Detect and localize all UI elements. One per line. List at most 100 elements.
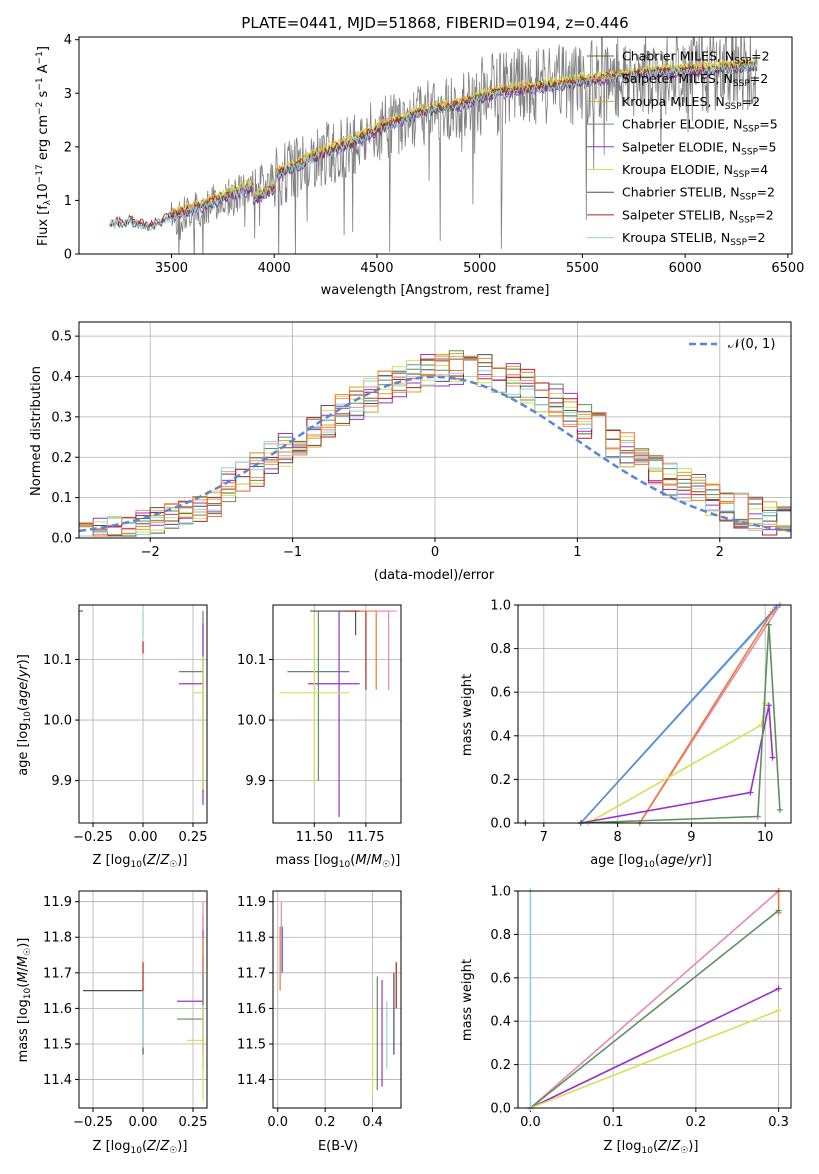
y-tick-label: 11.7 — [43, 966, 72, 981]
y-tick-label: 11.8 — [43, 931, 72, 946]
y-tick-label: 3 — [64, 87, 72, 102]
y-tick-label: 10.0 — [237, 714, 266, 729]
mass-weight-line — [580, 606, 777, 824]
y-tick-label: 11.6 — [43, 1002, 72, 1017]
y-tick-label: 1.0 — [490, 885, 511, 900]
x-tick-label: 4500 — [360, 261, 393, 276]
y-tick-label: 10.1 — [43, 653, 72, 668]
y-axis-label: Flux [fλ10−17 erg cm−2 s−1 A−1] — [35, 46, 53, 246]
x-tick-label: 0.00 — [129, 830, 158, 845]
x-tick-label: 7 — [540, 830, 548, 845]
y-tick-label: 0.0 — [490, 817, 511, 832]
y-axis-label: mass weight — [460, 959, 475, 1041]
y-tick-label: 0.4 — [490, 1015, 511, 1030]
x-tick-label: 0.25 — [179, 830, 208, 845]
model-spectrum-line — [109, 61, 758, 232]
x-axis-label: wavelength [Angstrom, rest frame] — [321, 283, 550, 298]
y-tick-label: 11.9 — [237, 895, 266, 910]
plot-frame — [78, 604, 208, 824]
mass-weight-line — [639, 611, 774, 824]
plot-frame — [272, 604, 402, 824]
y-tick-label: 0.2 — [51, 451, 72, 466]
y-tick-label: 0.8 — [490, 928, 511, 943]
x-tick-label: 6000 — [669, 261, 702, 276]
y-tick-label: 0.2 — [490, 1058, 511, 1073]
y-tick-label: 0.0 — [51, 532, 72, 547]
mass-weight-line — [530, 987, 779, 1109]
residual-histogram-panel: −2 −1 0 1 2 0.0 0.1 0.2 0.3 0.4 0.5 (data-model)/e… — [29, 321, 792, 583]
plot-frame — [78, 36, 793, 255]
x-tick-label: 0.2 — [315, 1115, 336, 1130]
legend: Chabrier MILES, NSSP=2 Salpeter MILES, NS… — [587, 49, 778, 248]
age-vs-metallicity-panel: −0.25 0.00 0.25 9.9 10.0 10.1 Z [log10(Z/Z☉)]… — [16, 604, 208, 870]
legend-label: Chabrier ELODIE, NSSP=5 — [622, 117, 778, 135]
x-axis-label: E(B-V) — [318, 1139, 358, 1154]
legend-label: Chabrier MILES, NSSP=2 — [622, 49, 770, 67]
y-tick-label: 0.4 — [51, 370, 72, 385]
y-tick-label: 1 — [64, 194, 72, 209]
plot-frame — [517, 604, 792, 824]
y-tick-label: 0.6 — [490, 971, 511, 986]
y-tick-label: 1.0 — [490, 599, 511, 614]
x-tick-label: 0.25 — [179, 1115, 208, 1130]
x-tick-label: 0.1 — [603, 1115, 624, 1130]
y-tick-label: 0.6 — [490, 686, 511, 701]
x-tick-label: 11.75 — [347, 830, 384, 845]
y-axis-label: mass weight — [460, 674, 475, 756]
x-axis-label: Z [log10(Z/Z☉)] — [93, 1139, 188, 1156]
mass-weight-line — [530, 1009, 779, 1109]
observed-spectrum — [109, 37, 758, 254]
x-tick-label: 4000 — [258, 261, 291, 276]
mass-weight-line — [529, 890, 780, 1109]
legend-label-gaussian: 𝒩(0, 1) — [728, 337, 775, 352]
y-tick-label: 11.4 — [237, 1073, 266, 1088]
x-tick-label: 5500 — [566, 261, 599, 276]
x-axis-label: age [log10(age/yr)] — [590, 853, 712, 870]
age-vs-mass-panel: 11.50 11.75 9.9 10.0 10.1 mass [log10(M/M☉)] — [237, 604, 402, 870]
y-tick-label: 11.7 — [237, 966, 266, 981]
x-tick-label: 3500 — [155, 261, 188, 276]
y-axis-label: age [log10(age/yr)] — [16, 654, 33, 776]
x-tick-label: −2 — [141, 545, 160, 560]
y-tick-label: 0.0 — [490, 1102, 511, 1117]
mass-weight-line — [580, 705, 774, 824]
y-tick-label: 11.5 — [43, 1037, 72, 1052]
x-tick-label: 0.0 — [520, 1115, 541, 1130]
legend: 𝒩(0, 1) — [689, 337, 775, 352]
x-axis-label: mass [log10(M/M☉)] — [276, 853, 401, 870]
y-tick-label: 2 — [64, 140, 72, 155]
legend-label: Kroupa STELIB, NSSP=2 — [622, 230, 766, 248]
legend-label: Salpeter ELODIE, NSSP=5 — [622, 139, 776, 157]
x-tick-label: 9 — [687, 830, 695, 845]
x-tick-label: 8 — [613, 830, 621, 845]
mass-weight-line — [529, 909, 780, 1109]
y-tick-label: 0 — [64, 248, 72, 263]
x-tick-label: 1 — [573, 545, 581, 560]
y-tick-label: 0.8 — [490, 642, 511, 657]
spectrum-panel: PLATE=0441, MJD=51868, FIBERID=0194, z=0… — [35, 14, 804, 298]
y-tick-label: 11.5 — [237, 1037, 266, 1052]
legend-label: Chabrier STELIB, NSSP=2 — [622, 185, 775, 203]
x-axis-label: Z [log10(Z/Z☉)] — [93, 853, 188, 870]
plot-frame — [272, 890, 402, 1109]
y-tick-label: 11.6 — [237, 1002, 266, 1017]
x-tick-label: 5000 — [463, 261, 496, 276]
plot-frame — [78, 321, 792, 539]
y-axis-label: Normed distribution — [29, 366, 44, 496]
legend-label: Kroupa ELODIE, NSSP=4 — [622, 162, 768, 180]
y-tick-label: 9.9 — [245, 774, 266, 789]
mass-weight-line — [580, 624, 781, 824]
histogram-step — [79, 355, 791, 538]
y-tick-label: 9.9 — [51, 774, 72, 789]
x-tick-label: −0.25 — [73, 830, 113, 845]
legend-label: Kroupa MILES, NSSP=2 — [622, 94, 760, 112]
x-tick-label: 11.50 — [296, 830, 333, 845]
y-tick-label: 11.9 — [43, 895, 72, 910]
mass-weight-vs-age-panel: 7 8 9 10 0.0 0.2 0.4 0.6 0.8 1.0 age [log10(age/y… — [460, 599, 792, 870]
x-tick-label: 2 — [716, 545, 724, 560]
y-tick-label: 11.8 — [237, 931, 266, 946]
y-tick-label: 0.2 — [490, 773, 511, 788]
y-tick-label: 0.4 — [490, 729, 511, 744]
y-tick-label: 10.0 — [43, 714, 72, 729]
